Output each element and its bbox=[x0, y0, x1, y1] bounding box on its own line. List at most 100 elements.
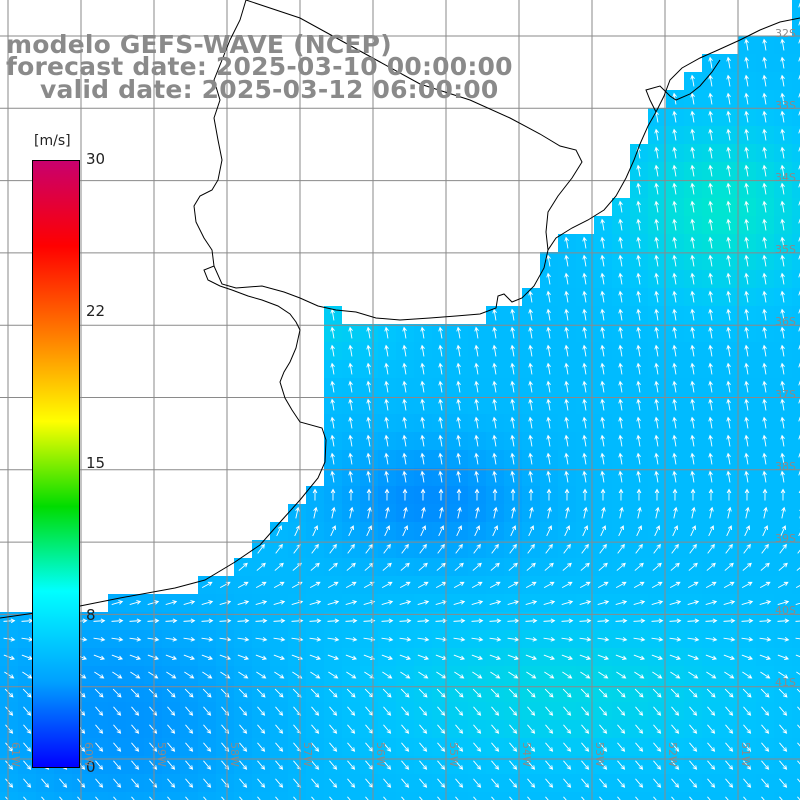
wind-arrow bbox=[672, 326, 677, 339]
wind-arrow bbox=[617, 543, 625, 554]
wind-arrow bbox=[780, 398, 785, 411]
wind-arrow bbox=[381, 581, 393, 589]
wind-arrow bbox=[690, 200, 695, 213]
wind-arrow bbox=[618, 272, 623, 285]
wind-arrow bbox=[690, 290, 695, 303]
wind-arrow bbox=[708, 470, 713, 483]
wind-arrow bbox=[237, 637, 250, 642]
wind-cell bbox=[792, 36, 800, 54]
wind-arrow bbox=[582, 488, 588, 501]
wind-arrow bbox=[438, 452, 443, 465]
wind-arrow bbox=[384, 380, 389, 393]
wind-arrow bbox=[636, 200, 641, 213]
wind-arrow bbox=[330, 344, 335, 357]
wind-arrow bbox=[95, 706, 104, 716]
wind-arrow bbox=[797, 724, 800, 729]
wind-arrow bbox=[510, 398, 515, 411]
wind-arrow bbox=[5, 778, 14, 788]
wind-arrow bbox=[203, 724, 212, 734]
wind-arrow bbox=[311, 724, 320, 734]
wind-arrow bbox=[744, 218, 749, 231]
wind-arrow bbox=[618, 218, 623, 231]
wind-arrow bbox=[417, 654, 430, 660]
wind-arrow bbox=[131, 742, 140, 752]
wind-arrow bbox=[400, 688, 410, 698]
wind-arrow bbox=[616, 562, 626, 571]
wind-arrow bbox=[366, 398, 371, 411]
wind-cell bbox=[36, 792, 54, 800]
wind-arrow bbox=[401, 706, 410, 716]
wind-arrow bbox=[600, 362, 605, 375]
wind-arrow bbox=[165, 618, 178, 624]
wind-arrow bbox=[113, 760, 122, 770]
wind-cell bbox=[792, 522, 800, 540]
wind-arrow bbox=[489, 637, 502, 642]
wind-arrow bbox=[670, 671, 681, 679]
wind-arrow bbox=[798, 110, 800, 116]
wind-arrow bbox=[779, 706, 788, 716]
wind-arrow bbox=[475, 506, 480, 519]
wind-arrow bbox=[581, 760, 590, 770]
wind-arrow bbox=[327, 600, 340, 605]
wind-arrow bbox=[562, 671, 573, 679]
wind-arrow bbox=[347, 706, 356, 716]
wind-arrow bbox=[618, 452, 623, 465]
wind-arrow bbox=[4, 671, 15, 679]
wind-cell bbox=[558, 792, 576, 800]
wind-arrow bbox=[544, 688, 554, 698]
wind-arrow bbox=[309, 637, 322, 642]
wind-arrow bbox=[489, 654, 502, 660]
wind-arrow bbox=[257, 724, 266, 734]
wind-arrow bbox=[777, 618, 790, 624]
wind-arrow bbox=[690, 344, 695, 357]
wind-arrow bbox=[672, 164, 677, 177]
wind-arrow bbox=[402, 380, 407, 393]
wind-arrow bbox=[438, 470, 443, 483]
wind-arrow bbox=[474, 326, 479, 339]
wind-arrow bbox=[493, 506, 498, 519]
wind-arrow bbox=[384, 452, 389, 465]
wind-arrow bbox=[273, 637, 286, 642]
wind-arrow bbox=[562, 688, 572, 698]
wind-arrow bbox=[402, 452, 407, 465]
wind-arrow bbox=[671, 724, 680, 734]
wind-arrow bbox=[687, 618, 700, 624]
wind-arrow bbox=[708, 74, 713, 87]
wind-arrow bbox=[183, 654, 196, 660]
wind-arrow bbox=[437, 742, 446, 752]
wind-arrow bbox=[474, 525, 481, 537]
wind-arrow bbox=[636, 470, 641, 483]
wind-arrow bbox=[399, 581, 411, 589]
wind-cell bbox=[234, 792, 252, 800]
wind-arrow bbox=[761, 760, 770, 770]
wind-arrow bbox=[672, 182, 677, 195]
title-model: modelo GEFS-WAVE (NCEP) bbox=[6, 30, 392, 59]
wind-arrow bbox=[327, 618, 340, 624]
wind-arrow bbox=[726, 200, 731, 213]
wind-arrow bbox=[708, 362, 713, 375]
wind-arrow bbox=[330, 525, 337, 537]
wind-arrow bbox=[779, 742, 788, 752]
wind-arrow bbox=[257, 760, 266, 770]
wind-arrow bbox=[402, 470, 407, 483]
wind-arrow bbox=[525, 637, 538, 642]
wind-arrow bbox=[672, 146, 677, 159]
wind-arrow bbox=[402, 525, 409, 537]
wind-arrow bbox=[759, 637, 772, 642]
wind-arrow bbox=[510, 470, 515, 483]
wind-arrow bbox=[708, 218, 713, 231]
wind-arrow bbox=[438, 434, 443, 447]
wind-arrow bbox=[654, 344, 659, 357]
wind-arrow bbox=[726, 146, 731, 159]
wind-arrow bbox=[239, 760, 248, 770]
wind-arrow bbox=[527, 742, 536, 752]
wind-cell bbox=[0, 792, 18, 800]
wind-arrow bbox=[221, 796, 225, 800]
wind-arrow bbox=[59, 796, 63, 800]
wind-arrow bbox=[619, 506, 624, 519]
wind-arrow bbox=[563, 778, 572, 788]
wind-arrow bbox=[726, 470, 731, 483]
wind-arrow bbox=[492, 488, 498, 501]
wind-arrow bbox=[763, 506, 768, 519]
wind-arrow bbox=[671, 742, 680, 752]
